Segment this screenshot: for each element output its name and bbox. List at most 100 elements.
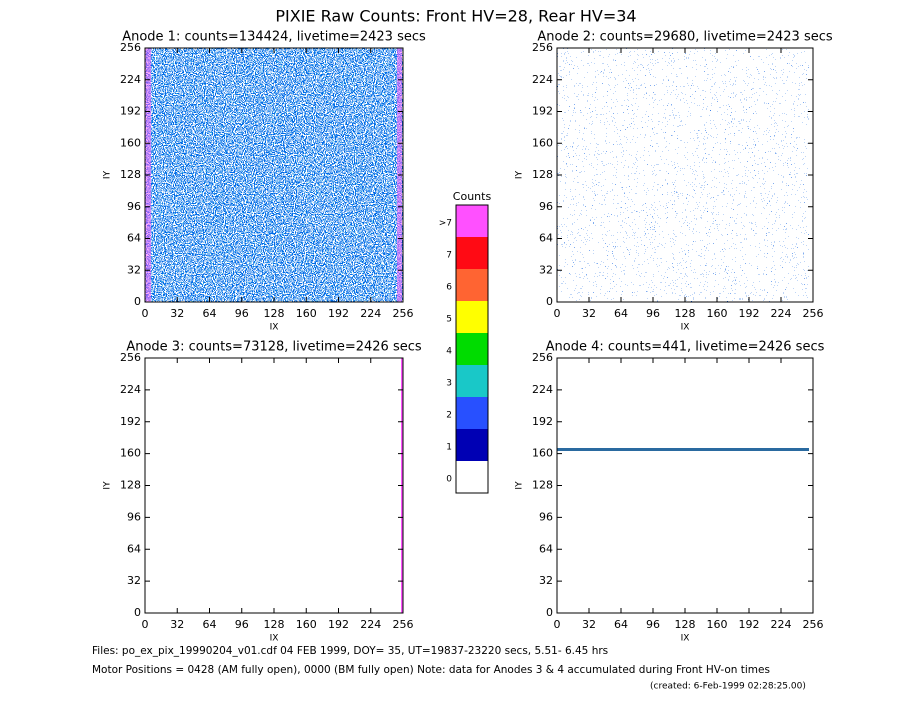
plot-frame bbox=[556, 357, 814, 614]
footer-created: (created: 6-Feb-1999 02:28:25.00) bbox=[650, 682, 806, 692]
x-axis-label: IX bbox=[270, 634, 279, 644]
x-tick-label: 0 bbox=[554, 307, 561, 320]
y-tick-label: 32 bbox=[539, 574, 553, 587]
colorbar-cell bbox=[456, 429, 488, 461]
y-tick-label: 256 bbox=[120, 41, 141, 54]
x-tick-label: 160 bbox=[296, 618, 317, 631]
y-tick-label: 0 bbox=[546, 606, 553, 619]
x-tick-label: 128 bbox=[264, 307, 285, 320]
x-tick-label: 128 bbox=[675, 307, 696, 320]
y-axis-label: IY bbox=[103, 170, 113, 179]
x-tick-label: 128 bbox=[264, 618, 285, 631]
y-tick-label: 0 bbox=[546, 295, 553, 308]
x-tick-label: 160 bbox=[707, 618, 728, 631]
panel-texture bbox=[145, 48, 809, 613]
panel-title: Anode 4: counts=441, livetime=2426 secs bbox=[546, 340, 825, 355]
y-tick-label: 32 bbox=[127, 574, 141, 587]
x-tick-label: 256 bbox=[803, 307, 824, 320]
x-tick-label: 32 bbox=[582, 618, 596, 631]
x-tick-label: 32 bbox=[170, 618, 184, 631]
x-axis-label: IX bbox=[270, 323, 279, 333]
x-tick-label: 224 bbox=[360, 618, 381, 631]
x-tick-label: 256 bbox=[393, 618, 414, 631]
x-tick-label: 224 bbox=[360, 307, 381, 320]
colorbar-label: 1 bbox=[446, 443, 452, 453]
y-tick-label: 128 bbox=[532, 479, 553, 492]
x-tick-label: 224 bbox=[771, 307, 792, 320]
band bbox=[557, 448, 809, 451]
y-tick-label: 192 bbox=[532, 105, 553, 118]
colorbar-cell bbox=[456, 333, 488, 365]
y-tick-label: 256 bbox=[532, 41, 553, 54]
x-tick-label: 32 bbox=[170, 307, 184, 320]
colorbar-label: 6 bbox=[446, 283, 452, 293]
y-tick-label: 256 bbox=[532, 351, 553, 364]
noise bbox=[557, 48, 809, 302]
colorbar-label: 7 bbox=[446, 251, 452, 261]
footer-files: Files: po_ex_pix_19990204_v01.cdf 04 FEB… bbox=[92, 645, 608, 657]
x-tick-label: 192 bbox=[739, 618, 760, 631]
y-tick-label: 64 bbox=[127, 232, 141, 245]
y-tick-label: 96 bbox=[539, 510, 553, 523]
x-tick-label: 64 bbox=[203, 307, 217, 320]
y-tick-label: 160 bbox=[532, 136, 553, 149]
colorbar-cell bbox=[456, 365, 488, 397]
y-tick-label: 224 bbox=[532, 383, 553, 396]
figure-title: PIXIE Raw Counts: Front HV=28, Rear HV=3… bbox=[275, 7, 636, 26]
y-tick-label: 224 bbox=[120, 383, 141, 396]
y-tick-label: 192 bbox=[532, 415, 553, 428]
y-tick-label: 64 bbox=[539, 232, 553, 245]
y-tick-label: 64 bbox=[127, 542, 141, 555]
x-tick-label: 256 bbox=[803, 618, 824, 631]
panel-title: Anode 1: counts=134424, livetime=2423 se… bbox=[122, 30, 426, 45]
y-tick-label: 0 bbox=[134, 606, 141, 619]
y-tick-label: 192 bbox=[120, 415, 141, 428]
y-tick-label: 32 bbox=[127, 263, 141, 276]
colorbar-cell bbox=[456, 461, 488, 493]
x-tick-label: 96 bbox=[235, 307, 249, 320]
x-tick-label: 64 bbox=[614, 618, 628, 631]
colorbar-label: 3 bbox=[446, 379, 452, 389]
x-tick-label: 0 bbox=[142, 307, 149, 320]
colorbar-cell bbox=[456, 269, 488, 301]
y-tick-label: 128 bbox=[120, 168, 141, 181]
panel-title: Anode 2: counts=29680, livetime=2423 sec… bbox=[537, 30, 833, 45]
colorbar-cell bbox=[456, 301, 488, 333]
colorbar-label: 0 bbox=[446, 475, 452, 485]
y-tick-label: 128 bbox=[532, 168, 553, 181]
plot-frame bbox=[144, 357, 404, 614]
y-tick-label: 256 bbox=[120, 351, 141, 364]
y-tick-label: 160 bbox=[120, 136, 141, 149]
noise bbox=[145, 48, 403, 302]
y-tick-label: 32 bbox=[539, 263, 553, 276]
footer-motor: Motor Positions = 0428 (AM fully open), … bbox=[92, 664, 770, 676]
y-axis-label: IY bbox=[103, 481, 113, 490]
x-tick-label: 0 bbox=[142, 618, 149, 631]
y-tick-label: 160 bbox=[120, 447, 141, 460]
y-tick-label: 160 bbox=[532, 447, 553, 460]
colorbar-label: 2 bbox=[446, 411, 452, 421]
x-tick-label: 128 bbox=[675, 618, 696, 631]
x-axis-label: IX bbox=[681, 323, 690, 333]
y-tick-label: 0 bbox=[134, 295, 141, 308]
x-tick-label: 224 bbox=[771, 618, 792, 631]
x-tick-label: 96 bbox=[646, 618, 660, 631]
colorbar-label: 4 bbox=[446, 347, 452, 357]
y-tick-label: 224 bbox=[120, 73, 141, 86]
x-tick-label: 64 bbox=[614, 307, 628, 320]
colorbar-cell bbox=[456, 397, 488, 429]
x-tick-label: 96 bbox=[235, 618, 249, 631]
y-tick-label: 64 bbox=[539, 542, 553, 555]
colorbar-cell bbox=[456, 205, 488, 237]
panel-title: Anode 3: counts=73128, livetime=2426 sec… bbox=[126, 340, 422, 355]
y-tick-label: 128 bbox=[120, 479, 141, 492]
x-tick-label: 64 bbox=[203, 618, 217, 631]
y-tick-label: 96 bbox=[127, 510, 141, 523]
x-tick-label: 0 bbox=[554, 618, 561, 631]
y-tick-label: 96 bbox=[127, 200, 141, 213]
colorbar-cell bbox=[456, 237, 488, 269]
y-axis-label: IY bbox=[515, 170, 525, 179]
x-tick-label: 160 bbox=[707, 307, 728, 320]
